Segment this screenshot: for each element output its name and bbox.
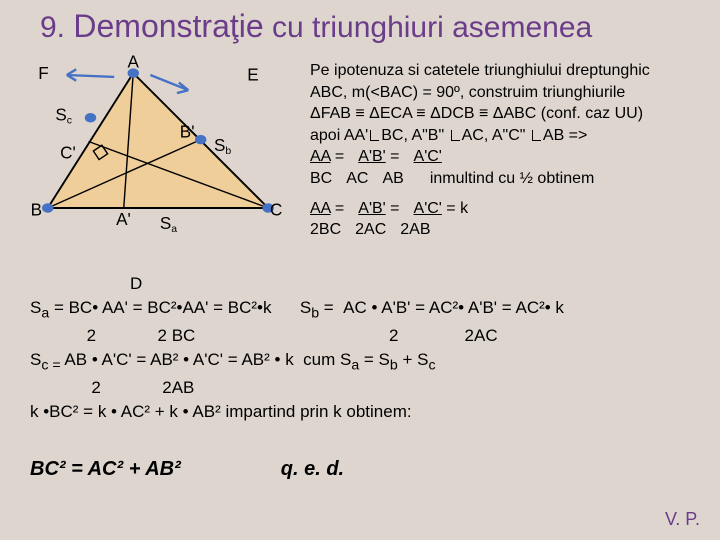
- final-formula: BC² = AC² + AB²: [30, 458, 181, 481]
- proof-line-4: apoi AA'BC, A"B" AC, A"C" AB =>: [310, 125, 708, 147]
- deriv-1: Sa = BC• AA' = BC²•AA' = BC²•k Sb = AC •…: [30, 296, 700, 324]
- qed: q. e. d.: [281, 458, 344, 481]
- page-title: 9. Demonstraţie cu triunghiuri asemenea: [0, 0, 720, 49]
- proof-line-5b: BC AC AB inmultind cu ½ obtinem: [310, 168, 708, 190]
- d-label: D: [130, 272, 700, 296]
- perp-icon: [532, 130, 541, 141]
- deriv-4: 2 2AB: [30, 376, 700, 400]
- figure-triangle: A B C A' B' C' E F Sa Sb Sc: [22, 56, 292, 246]
- deriv-3: Sc = AB • A'C' = AB² • A'C' = AB² • k cu…: [30, 348, 700, 376]
- signature: V. P.: [665, 509, 700, 530]
- svg-text:A: A: [128, 52, 140, 71]
- svg-text:Sc: Sc: [55, 106, 72, 127]
- proof-line-6: AA = A'B' = A'C' = k: [310, 198, 708, 220]
- svg-text:C': C': [60, 144, 76, 163]
- perp-icon: [370, 130, 379, 141]
- svg-text:F: F: [38, 64, 48, 83]
- deriv-2: 2 2 BC 2 2AC: [30, 324, 700, 348]
- proof-line-6b: 2BC 2AC 2AB: [310, 219, 708, 241]
- content: A B C A' B' C' E F Sa Sb Sc Pe ipotenuza…: [0, 50, 720, 540]
- proof-line-3: ΔFAB ≡ ΔECA ≡ ΔDCB ≡ ΔABC (conf. caz UU): [310, 103, 708, 125]
- svg-text:E: E: [247, 66, 258, 85]
- svg-text:Sb: Sb: [214, 136, 231, 157]
- svg-text:B: B: [31, 201, 42, 220]
- proof-line-5: AA = A'B' = A'C': [310, 146, 708, 168]
- title-main: Demonstraţie: [73, 8, 263, 44]
- proof-line-1: Pe ipotenuza si catetele triunghiului dr…: [310, 60, 708, 82]
- svg-text:Sa: Sa: [160, 214, 177, 235]
- title-rest: cu triunghiuri asemenea: [272, 11, 592, 44]
- svg-text:C: C: [270, 201, 282, 220]
- proof-text: Pe ipotenuza si catetele triunghiului dr…: [310, 60, 708, 241]
- derivation-block: D Sa = BC• AA' = BC²•AA' = BC²•k Sb = AC…: [30, 272, 700, 424]
- title-number: 9.: [40, 11, 65, 44]
- proof-line-2: ABC, m(<BAC) = 90º, construim triunghiur…: [310, 82, 708, 104]
- svg-text:B': B': [180, 123, 195, 142]
- svg-text:A': A': [116, 210, 131, 229]
- deriv-5: k •BC² = k • AC² + k • AB² impartind pri…: [30, 400, 700, 424]
- final-line: BC² = AC² + AB² q. e. d.: [30, 458, 700, 481]
- perp-icon: [451, 130, 460, 141]
